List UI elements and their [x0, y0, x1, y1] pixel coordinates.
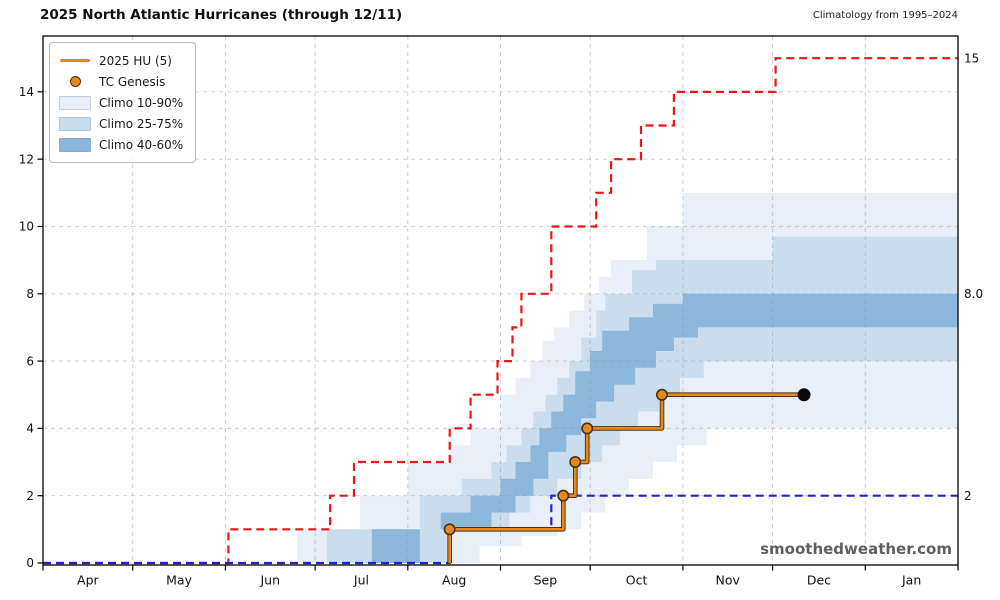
y-axis-tick-label: 14 [19, 85, 34, 99]
x-axis-month-label: Jan [901, 573, 921, 588]
legend-item-label: 2025 HU (5) [99, 53, 172, 68]
chart-title: 2025 North Atlantic Hurricanes (through … [40, 7, 403, 23]
x-axis-month-label: Aug [442, 573, 466, 588]
x-axis-month-label: Sep [534, 573, 558, 588]
x-axis-month-label: Jun [259, 573, 280, 588]
legend-item: Climo 10-90% [59, 92, 183, 113]
y-axis-tick-label: 6 [26, 354, 34, 368]
right-annotation-15: 15 [964, 51, 979, 65]
legend-patch-swatch [59, 95, 91, 110]
x-axis-month-label: Oct [626, 573, 648, 588]
climo-band-40-60 [371, 293, 958, 563]
x-axis-month-label: May [166, 573, 192, 588]
legend-patch-swatch [59, 116, 91, 131]
x-axis-month-label: Jul [353, 573, 369, 588]
right-annotation-8.0: 8.0 [964, 287, 983, 301]
legend-item: Climo 25-75% [59, 113, 183, 134]
tc-genesis-dot [443, 523, 456, 536]
legend-patch-swatch [59, 137, 91, 152]
legend-item-label: Climo 10-90% [99, 95, 184, 110]
y-axis-tick-label: 2 [26, 489, 34, 503]
tc-genesis-dot [569, 456, 582, 469]
legend-item: TC Genesis [59, 71, 183, 92]
y-axis-tick-label: 4 [26, 422, 34, 436]
tc-genesis-dot [557, 489, 570, 502]
y-axis-tick-label: 12 [19, 152, 34, 166]
current-date-dot [797, 388, 811, 402]
tc-genesis-dot [581, 422, 594, 435]
series-climo-min-line [43, 494, 958, 565]
legend-item-label: Climo 40-60% [99, 137, 184, 152]
right-annotation-2: 2 [964, 489, 972, 503]
tc-genesis-dot [655, 388, 668, 401]
legend-item-label: Climo 25-75% [99, 116, 184, 131]
y-axis-tick-label: 10 [19, 220, 34, 234]
legend-dot-swatch [59, 76, 91, 87]
x-axis-month-label: Nov [716, 573, 741, 588]
climatology-note: Climatology from 1995–2024 [812, 10, 958, 21]
series-climo-max-line [43, 57, 958, 565]
y-axis-tick-label: 8 [26, 287, 34, 301]
watermark: smoothedweather.com [760, 540, 952, 558]
y-axis-tick-label: 0 [26, 556, 34, 570]
x-axis-month-label: Dec [807, 573, 831, 588]
legend-item: Climo 40-60% [59, 134, 183, 155]
x-axis-month-label: Apr [77, 573, 99, 588]
legend-item-label: TC Genesis [99, 74, 166, 89]
chart-legend: 2025 HU (5) TC Genesis Climo 10-90% Climo 2… [49, 42, 197, 163]
legend-line-swatch [59, 59, 91, 62]
legend-item: 2025 HU (5) [59, 50, 183, 71]
